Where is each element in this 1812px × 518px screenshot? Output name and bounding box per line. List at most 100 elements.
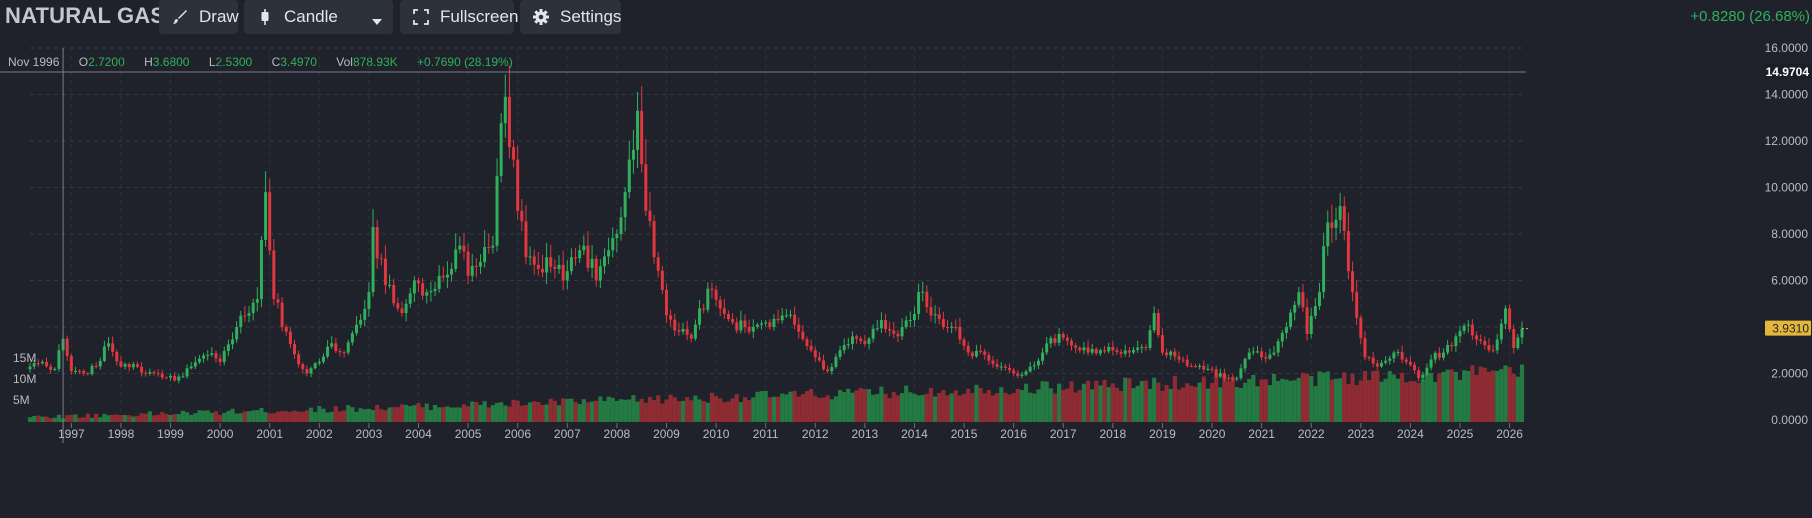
candle [479,261,482,267]
candle [408,293,412,304]
candle [896,333,900,337]
volume-bar [94,413,99,422]
volume-bar [767,397,772,422]
volume-bar [846,388,851,422]
volume-bar [461,404,467,422]
candle [1061,333,1065,338]
volume-bar [1383,378,1388,422]
candle [1384,360,1388,363]
candle [164,377,168,379]
volume-bar [288,411,293,422]
candle [1466,324,1470,326]
volume-bar [1123,377,1128,422]
candle [788,314,792,316]
volume-bar [515,400,520,422]
volume-bar [420,407,425,422]
candle [255,299,259,303]
candle [1041,352,1045,361]
volume-bar [1036,389,1041,422]
volume-bar [747,400,752,422]
candle [1309,315,1313,334]
candle [830,366,834,372]
time-tick-label: 2023 [1347,427,1374,441]
volume-bar [1189,385,1194,422]
candle [1165,352,1169,356]
volume-bar [1230,376,1235,422]
candle [974,350,978,357]
candle [499,123,503,176]
volume-bar [556,405,562,422]
volume-bar [883,393,888,422]
volume-bar [267,413,272,422]
volume-bar [184,412,190,422]
time-tick-label: 2017 [1050,427,1077,441]
candle [718,299,722,309]
volume-bar [292,410,297,422]
candle [1140,347,1144,349]
ohlc-legend: Nov 1996 O2.7200 H3.6800 L2.5300 C3.4970… [8,55,513,69]
candle [363,308,367,320]
candle [664,289,668,316]
time-tick-label: 2020 [1199,427,1226,441]
open-label: O [78,55,89,69]
volume-bar [734,394,739,422]
fullscreen-label: Fullscreen [440,7,519,26]
volume-bar [362,409,367,422]
candle [342,352,346,354]
volume-bar [1416,383,1421,422]
candle [1293,304,1297,313]
candle [148,372,152,374]
volume-bar [160,412,165,422]
volume-bar [577,404,582,422]
volume-bar [1152,377,1157,422]
candle [512,147,516,160]
candle [1392,352,1396,359]
candle [396,303,400,309]
candle [297,354,301,365]
candle [640,110,644,165]
volume-bar [697,399,702,422]
candle [36,363,40,365]
time-tick-label: 2021 [1248,427,1275,441]
candle [1462,325,1466,331]
volume-bar [1214,375,1219,422]
candle [1499,323,1503,340]
chart-type-dropdown[interactable]: Candle [244,0,393,34]
volume-bar [507,406,512,422]
candle [540,268,544,273]
draw-button[interactable]: Draw [159,0,239,34]
candle [90,365,94,375]
candle [193,362,197,367]
candle [536,264,540,269]
candle [983,351,987,355]
volume-bar [825,395,830,422]
volume-bar [1296,377,1301,422]
candle [1375,363,1379,367]
price-chart[interactable]: 0.00002.00004.00006.00008.000010.000012.… [0,36,1812,518]
candle [235,327,239,340]
candle [867,338,871,344]
volume-bar [118,415,123,422]
candle [648,210,652,222]
fullscreen-button[interactable]: Fullscreen [400,0,518,34]
volume-bar [1226,381,1231,422]
volume-bar [928,387,934,422]
candle [797,324,801,332]
candle [1429,359,1433,368]
time-tick-label: 2004 [405,427,432,441]
candle [1144,347,1148,349]
candle [1441,352,1445,358]
ohlc-change: +0.7690 (28.19%) [417,55,513,69]
volume-bar [933,396,938,422]
settings-button[interactable]: Settings [520,0,621,34]
volume-bar [573,402,578,422]
candle [1119,352,1123,354]
volume-bar [1288,380,1293,422]
candle [627,159,631,193]
candle [743,320,747,327]
draw-label: Draw [199,7,239,26]
volume-bar [862,389,867,422]
volume-bar [482,401,487,422]
candle [309,368,313,374]
close-label: C [271,55,281,69]
